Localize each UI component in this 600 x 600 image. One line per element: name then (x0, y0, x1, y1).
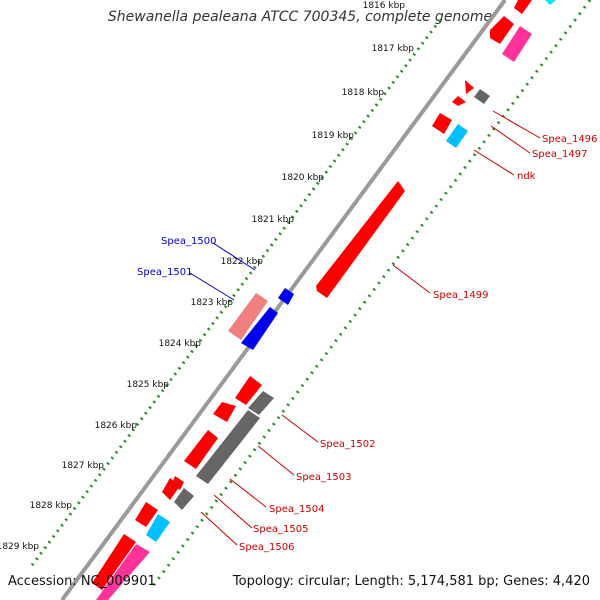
gene-top-pink[interactable] (502, 26, 532, 62)
gene-grey-small[interactable] (474, 89, 490, 104)
tick-label: 1816 kbp (363, 1, 406, 11)
tick-dots-outer (28, 19, 442, 569)
genome-summary: Topology: circular; Length: 5,174,581 bp… (232, 574, 590, 589)
gene-label-spea-1501[interactable]: Spea_1501 (137, 267, 192, 278)
tick-label: 1820 kbp (282, 173, 325, 183)
gene-salmon[interactable] (228, 293, 268, 340)
gene-spea-1503-grey[interactable] (196, 410, 260, 484)
tick-label: 1823 kbp (191, 298, 234, 308)
tick-dots-inner (148, 0, 592, 591)
gene-label-spea-1506[interactable]: Spea_1506 (239, 542, 294, 553)
tick-label: 1824 kbp (159, 339, 202, 349)
gene-ndk-cyan[interactable] (446, 124, 468, 148)
gene-spea-1504-red-b[interactable] (162, 478, 180, 500)
gene-spea-1501[interactable] (241, 307, 278, 350)
gene-red-2[interactable] (213, 402, 236, 422)
tick-label: 1821 kbp (252, 215, 295, 225)
gene-red-3[interactable] (184, 430, 218, 469)
gene-features (92, 0, 556, 600)
gene-label-spea-1504[interactable]: Spea_1504 (269, 504, 324, 515)
gene-top-red-1[interactable] (490, 16, 514, 44)
gene-labels: Spea_1496 Spea_1497 ndk Spea_1499 Spea_1… (137, 134, 597, 553)
tick-label: 1818 kbp (342, 88, 385, 98)
gene-label-spea-1496[interactable]: Spea_1496 (542, 134, 597, 145)
gene-small-red[interactable] (452, 96, 466, 106)
tick-label: 1817 kbp (372, 44, 415, 54)
gene-label-spea-1505[interactable]: Spea_1505 (253, 524, 308, 535)
tick-label: 1829 kbp (0, 542, 39, 552)
gene-spea-1499[interactable] (316, 181, 405, 298)
gene-bottom-pink[interactable] (96, 544, 150, 600)
tick-label: 1826 kbp (95, 421, 138, 431)
gene-spea-1505-grey[interactable] (174, 488, 194, 510)
gene-spea-1506-cyan[interactable] (146, 514, 170, 542)
gene-spea-1500[interactable] (278, 288, 294, 305)
accession-label: Accession: NC_009901 (8, 574, 156, 589)
gene-spea-1505-red[interactable] (135, 502, 158, 527)
gene-label-ndk[interactable]: ndk (517, 171, 536, 182)
gene-spea-1496[interactable] (514, 0, 532, 14)
gene-label-spea-1497[interactable]: Spea_1497 (532, 149, 587, 160)
tick-label: 1828 kbp (30, 501, 73, 511)
gene-ndk-red[interactable] (432, 113, 452, 134)
tick-label: 1819 kbp (312, 131, 355, 141)
gene-label-leaders (189, 110, 541, 546)
gene-spea-1497-red[interactable] (465, 80, 474, 94)
gene-label-spea-1502[interactable]: Spea_1502 (320, 439, 375, 450)
tick-label: 1827 kbp (62, 461, 105, 471)
map-title: Shewanella pealeana ATCC 700345, complet… (107, 9, 493, 25)
gene-bottom-red[interactable] (92, 534, 136, 590)
gene-label-spea-1500[interactable]: Spea_1500 (161, 236, 216, 247)
gene-label-spea-1503[interactable]: Spea_1503 (296, 472, 351, 483)
gene-top-cyan[interactable] (545, 0, 556, 5)
gene-label-spea-1499[interactable]: Spea_1499 (433, 290, 488, 301)
gene-spea-1504-red[interactable] (172, 476, 184, 490)
tick-label: 1825 kbp (127, 380, 170, 390)
gene-spea-1502-red[interactable] (235, 376, 262, 405)
gene-spea-1502-grey[interactable] (248, 391, 274, 415)
